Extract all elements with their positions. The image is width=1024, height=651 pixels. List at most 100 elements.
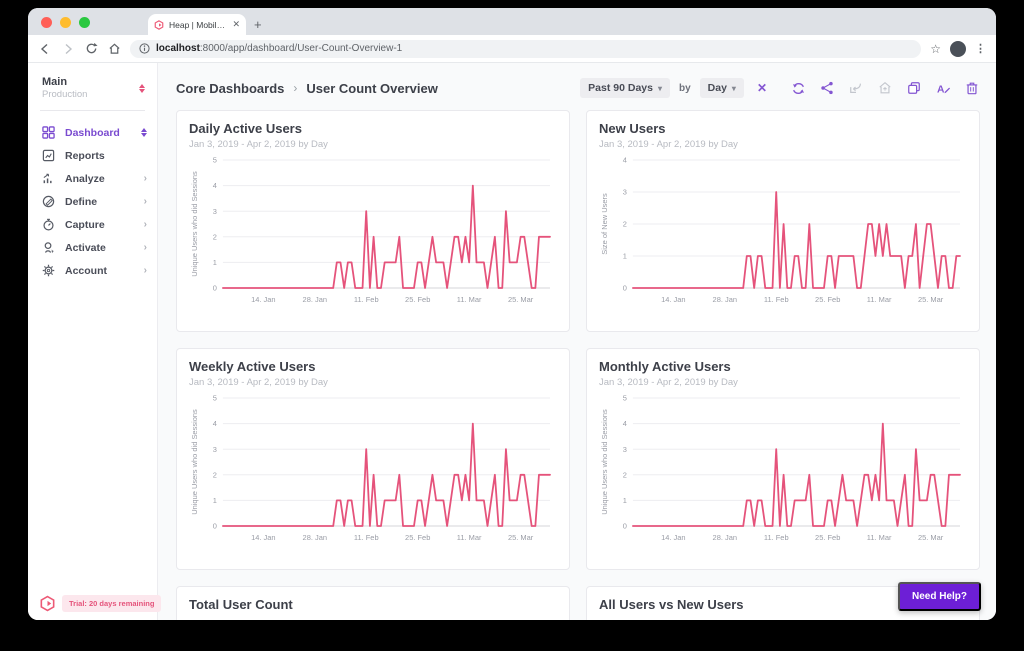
workspace-switcher[interactable]: Main Production [28, 63, 157, 100]
close-window-button[interactable] [41, 17, 52, 28]
svg-text:0: 0 [623, 522, 627, 531]
sidebar-item-capture[interactable]: Capture › [28, 213, 157, 236]
main-content: Core Dashboards › User Count Overview Pa… [158, 63, 996, 620]
chevron-right-icon: › [143, 173, 147, 184]
sidebar-item-activate[interactable]: Activate › [28, 236, 157, 259]
sidebar-item-define[interactable]: Define › [28, 190, 157, 213]
breadcrumb: Core Dashboards › User Count Overview [176, 81, 438, 96]
maximize-window-button[interactable] [79, 17, 90, 28]
chart-title[interactable]: Monthly Active Users [599, 359, 731, 374]
svg-text:Unique Users who did Sessions: Unique Users who did Sessions [190, 409, 199, 515]
info-icon[interactable] [139, 43, 150, 54]
sidebar-item-label: Reports [65, 149, 105, 162]
tab-strip: Heap | Mobile and Web Analytics ✕ + [28, 8, 996, 35]
grid-icon [42, 126, 55, 139]
browser-toolbar: localhost:8000/app/dashboard/User-Count-… [28, 35, 996, 63]
rename-icon[interactable]: A [935, 80, 951, 96]
tab-close-icon[interactable]: ✕ [232, 19, 240, 29]
chevron-down-icon: ▾ [731, 83, 736, 93]
svg-text:Unique Users who did Sessions: Unique Users who did Sessions [190, 171, 199, 277]
svg-text:0: 0 [213, 522, 217, 531]
new-tab-button[interactable]: + [254, 17, 262, 32]
home-icon[interactable] [107, 42, 121, 56]
workspace-name: Main [42, 76, 68, 88]
need-help-button[interactable]: Need Help? [897, 582, 981, 611]
chart-title[interactable]: All Users vs New Users [599, 597, 744, 612]
dashboard-caret-icon[interactable] [141, 128, 147, 137]
sidebar-item-reports[interactable]: Reports [28, 144, 157, 167]
line-chart[interactable]: 0 1 2 3 4 5 14. Jan 28. Jan 11. Feb 25. Feb 11. Ma… [599, 390, 967, 548]
svg-text:4: 4 [213, 419, 217, 428]
svg-text:25. Feb: 25. Feb [405, 533, 430, 542]
chart-title[interactable]: Weekly Active Users [189, 359, 316, 374]
svg-text:5: 5 [623, 394, 627, 403]
url-path: :8000/app/dashboard/User-Count-Overview-… [199, 43, 403, 54]
sidebar-item-analyze[interactable]: Analyze › [28, 167, 157, 190]
chart-subtitle: Jan 3, 2019 - Apr 2, 2019 by Day [599, 377, 738, 388]
move-to-icon[interactable] [848, 80, 864, 96]
trial-badge[interactable]: Trial: 20 days remaining [62, 595, 162, 612]
chevron-right-icon: › [143, 219, 147, 230]
svg-text:4: 4 [213, 181, 217, 190]
workspace-env: Production [42, 89, 88, 100]
svg-text:11. Mar: 11. Mar [457, 533, 482, 542]
chart-title[interactable]: Total User Count [189, 597, 293, 612]
chart-card: Weekly Active Users Jan 3, 2019 - Apr 2, … [176, 348, 570, 570]
svg-text:4: 4 [623, 419, 627, 428]
pin-home-icon[interactable] [877, 80, 893, 96]
sidebar-item-label: Account [65, 264, 107, 277]
date-range-value: Past 90 Days [588, 82, 653, 94]
duplicate-icon[interactable] [906, 80, 922, 96]
svg-text:14. Jan: 14. Jan [251, 295, 275, 304]
page-title: User Count Overview [306, 80, 438, 96]
sidebar-footer: Trial: 20 days remaining [39, 595, 162, 612]
chart-title[interactable]: Daily Active Users [189, 121, 302, 136]
trash-icon[interactable] [964, 80, 980, 96]
svg-text:28. Jan: 28. Jan [303, 533, 327, 542]
reload-icon[interactable] [84, 42, 98, 56]
svg-text:1: 1 [213, 258, 217, 267]
line-chart[interactable]: 0 1 2 3 4 5 14. Jan 28. Jan 11. Feb 25. Feb 11. Ma… [189, 152, 557, 310]
chevron-right-icon: › [143, 196, 147, 207]
line-chart[interactable]: 0 1 2 3 4 5 14. Jan 28. Jan 11. Feb 25. Feb 11. Ma… [189, 390, 557, 548]
svg-text:11. Mar: 11. Mar [457, 295, 482, 304]
share-icon[interactable] [819, 80, 835, 96]
chevron-down-icon: ▾ [657, 83, 662, 93]
sidebar: Main Production Dashboard [28, 63, 162, 620]
account-gear-icon [42, 264, 55, 277]
sidebar-divider [40, 110, 145, 111]
back-icon[interactable] [38, 42, 52, 56]
dashboard-action-icons: A [790, 80, 980, 96]
breadcrumb-parent[interactable]: Core Dashboards [176, 80, 285, 96]
bookmark-star-icon[interactable]: ☆ [930, 41, 941, 56]
url-bar[interactable]: localhost:8000/app/dashboard/User-Count-… [130, 39, 922, 58]
line-chart[interactable]: 0 1 2 3 4 14. Jan 28. Jan 11. Feb 25. Feb 11. Mar… [599, 152, 967, 310]
analyze-icon [43, 173, 52, 184]
refresh-icon[interactable] [790, 80, 806, 96]
chart-card: New Users Jan 3, 2019 - Apr 2, 2019 by Da… [586, 110, 980, 332]
svg-text:Unique Users who did Sessions: Unique Users who did Sessions [600, 409, 609, 515]
chart-subtitle: Jan 3, 2019 - Apr 2, 2019 by Day [189, 377, 328, 388]
svg-text:25. Mar: 25. Mar [508, 533, 534, 542]
svg-text:A: A [936, 84, 944, 95]
sidebar-item-dashboard[interactable]: Dashboard [28, 121, 157, 144]
date-range-dropdown[interactable]: Past 90 Days ▾ [580, 78, 670, 98]
chart-title[interactable]: New Users [599, 121, 666, 136]
chart-subtitle: Jan 3, 2019 - Apr 2, 2019 by Day [599, 139, 738, 150]
forward-icon[interactable] [61, 42, 75, 56]
profile-avatar[interactable] [950, 40, 966, 57]
svg-text:2: 2 [213, 470, 217, 479]
granularity-dropdown[interactable]: Day ▾ [699, 78, 744, 98]
workspace-caret-icon[interactable] [139, 83, 145, 93]
page-header: Core Dashboards › User Count Overview Pa… [158, 63, 996, 110]
minimize-window-button[interactable] [60, 17, 71, 28]
activate-icon [44, 242, 55, 254]
svg-text:2: 2 [623, 220, 627, 229]
browser-menu-icon[interactable]: ⋮ [975, 43, 986, 55]
svg-text:1: 1 [623, 252, 627, 261]
svg-text:25. Mar: 25. Mar [918, 295, 944, 304]
clear-filter-icon[interactable]: ✕ [756, 81, 767, 95]
browser-tab[interactable]: Heap | Mobile and Web Analytics ✕ [148, 14, 246, 35]
sidebar-item-account[interactable]: Account › [28, 259, 157, 282]
svg-text:28. Jan: 28. Jan [713, 533, 737, 542]
